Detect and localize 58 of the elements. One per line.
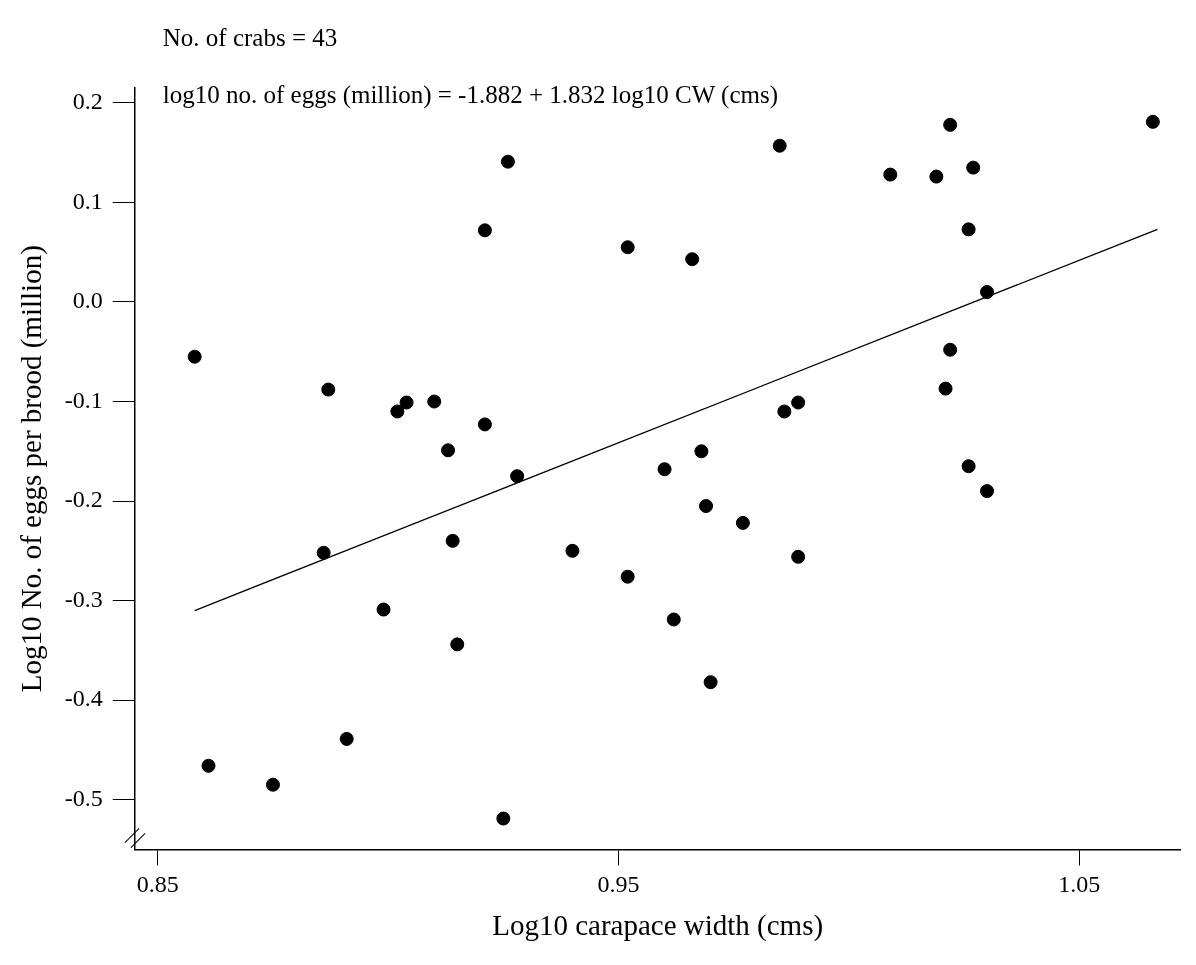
point: [620, 569, 635, 584]
y-tick-label: 0.1: [72, 187, 103, 214]
point: [791, 395, 806, 410]
x-tick-label: 0.85: [136, 871, 179, 898]
point: [980, 484, 995, 499]
point: [510, 469, 525, 484]
point: [477, 417, 492, 432]
point: [703, 675, 718, 690]
point: [500, 154, 515, 169]
point: [938, 381, 953, 396]
point: [399, 395, 414, 410]
annotation: log10 no. of eggs (million) = -1.882 + 1.832 log10 CW (cms): [162, 81, 778, 109]
y-tick-label: -0.4: [64, 685, 103, 712]
y-tick-label: -0.1: [64, 386, 103, 413]
point: [699, 499, 714, 514]
point: [321, 382, 336, 397]
y-tick-label: 0.0: [72, 287, 103, 314]
point: [772, 138, 787, 153]
point: [620, 240, 635, 255]
point: [1145, 114, 1160, 129]
point: [777, 404, 792, 419]
point: [477, 223, 492, 238]
point: [390, 404, 405, 419]
x-tick-label: 1.05: [1058, 871, 1101, 898]
point: [201, 758, 216, 773]
text: No. of crabs = 43: [162, 24, 338, 51]
point: [943, 117, 958, 132]
point: [427, 394, 442, 409]
point: [980, 285, 995, 300]
point: [187, 349, 202, 364]
point: [735, 515, 750, 530]
y-tick-label: -0.5: [64, 784, 103, 811]
point: [966, 160, 981, 175]
point: [685, 252, 700, 267]
point: [265, 777, 280, 792]
point: [496, 811, 511, 826]
point: [791, 549, 806, 564]
point: [666, 612, 681, 627]
point: [376, 602, 391, 617]
point: [565, 543, 580, 558]
y-tick-label: -0.2: [64, 486, 103, 513]
point: [339, 731, 354, 746]
point: [445, 533, 460, 548]
point: [961, 222, 976, 237]
point: [961, 459, 976, 474]
point: [316, 545, 331, 560]
y-tick-label: -0.3: [64, 585, 103, 612]
point: [943, 342, 958, 357]
point: [883, 167, 898, 182]
point: [929, 169, 944, 184]
y-axis-title: Log10 No. of eggs per brood (million): [15, 245, 49, 693]
y-tick-label: 0.2: [72, 88, 103, 115]
x-tick-label: 0.95: [597, 871, 640, 898]
point: [694, 444, 709, 459]
point: [441, 443, 456, 458]
point: [657, 462, 672, 477]
x-axis-title: Log10 carapace width (cms): [492, 909, 824, 943]
point: [450, 637, 465, 652]
